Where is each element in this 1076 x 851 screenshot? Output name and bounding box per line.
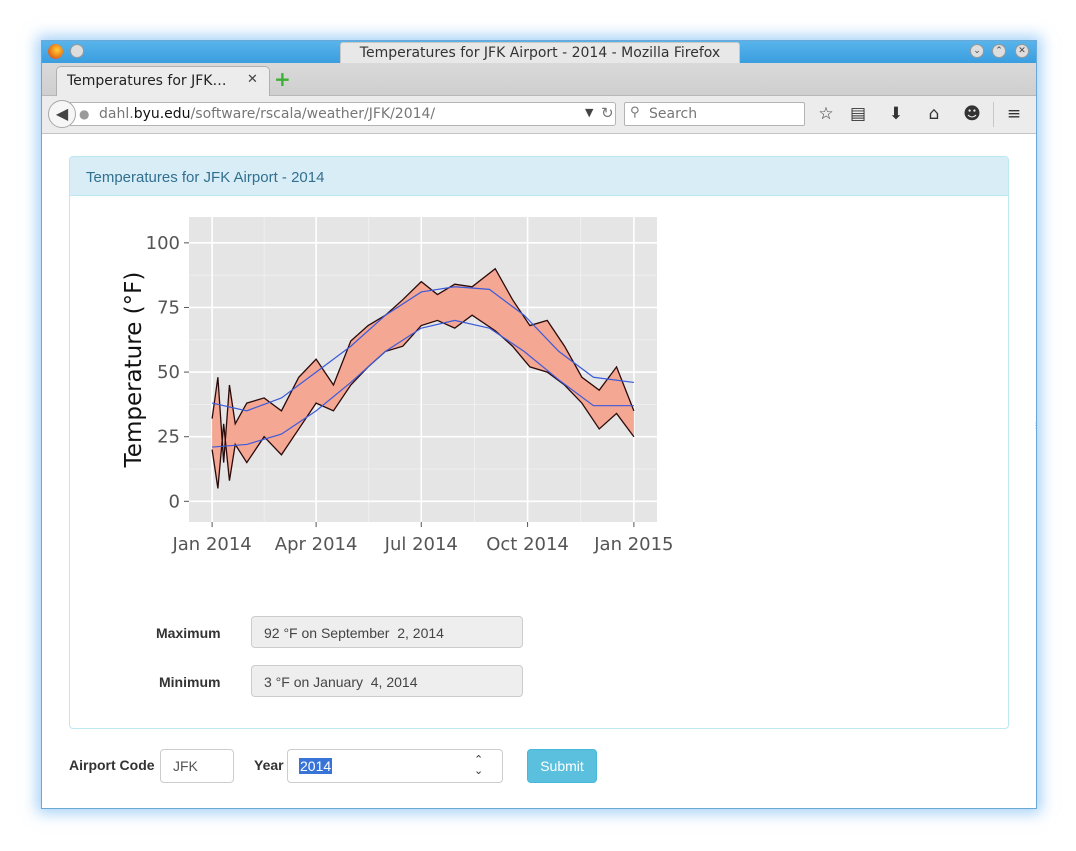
back-arrow-icon: ◀: [55, 104, 69, 123]
firefox-logo-icon: [48, 44, 63, 59]
chat-icon[interactable]: ☻: [963, 104, 981, 124]
url-host-main: byu.edu: [133, 106, 191, 122]
menu-icon[interactable]: ≡: [1006, 104, 1022, 124]
tab-label: Temperatures for JFK…: [67, 73, 227, 89]
minimum-value: 3 °F on January 4, 2014: [264, 674, 418, 690]
url-host-prefix: dahl.: [99, 106, 134, 122]
x-tick-label: Oct 2014: [486, 534, 569, 555]
y-axis-label: Temperature (°F): [121, 272, 147, 469]
x-tick-label: Jan 2015: [593, 534, 673, 555]
minimize-button[interactable]: ⌄: [970, 44, 984, 58]
url-dropdown-icon[interactable]: ▼: [585, 106, 594, 119]
page-content: Temperatures for JFK Airport - 2014 0 25 5…: [42, 134, 1036, 808]
panel-title: Temperatures for JFK Airport - 2014: [86, 169, 325, 186]
globe-icon: ●: [79, 107, 90, 121]
x-tick-label: Jul 2014: [384, 534, 458, 555]
url-text[interactable]: dahl.byu.edu/software/rscala/weather/JFK…: [99, 106, 435, 122]
smoothed-min-line: [212, 319, 634, 448]
reload-icon[interactable]: ↻: [601, 104, 614, 122]
panel-heading: Temperatures for JFK Airport - 2014: [70, 157, 1008, 196]
daily-min-line: [211, 314, 635, 489]
search-box[interactable]: ⚲ Search: [624, 102, 805, 126]
x-tick-label: Apr 2014: [275, 534, 358, 555]
search-placeholder: Search: [649, 106, 698, 122]
results-panel: Temperatures for JFK Airport - 2014 0 25 5…: [69, 156, 1009, 729]
url-path: /software/rscala/weather/JFK/2014/: [190, 106, 436, 122]
y-tick-label: 100: [146, 233, 180, 254]
daily-max-line: [211, 267, 635, 463]
maximum-label: Maximum: [156, 625, 221, 641]
maximum-field: 92 °F on September 2, 2014: [251, 616, 523, 648]
back-button[interactable]: ◀: [48, 100, 76, 128]
maximize-button[interactable]: ⌃: [992, 44, 1006, 58]
tab-temperatures[interactable]: Temperatures for JFK… ✕: [56, 66, 270, 96]
navigation-toolbar: ● dahl.byu.edu/software/rscala/weather/J…: [42, 96, 1036, 134]
year-label: Year: [254, 757, 284, 773]
smoothed-max-line: [211, 286, 634, 412]
browser-window: Temperatures for JFK Airport - 2014 - Mo…: [41, 40, 1037, 809]
toolbar-divider: [993, 102, 994, 127]
search-icon: ⚲: [630, 105, 640, 120]
minimum-label: Minimum: [159, 674, 221, 690]
tab-bar: Temperatures for JFK… ✕ +: [42, 63, 1036, 96]
reading-list-icon[interactable]: ▤: [849, 104, 867, 124]
updown-chevron-icon: ⌃ ⌄: [474, 753, 484, 777]
close-window-button[interactable]: ✕: [1015, 44, 1029, 58]
resize-handle-icon[interactable]: ⋮: [1032, 421, 1036, 430]
x-tick-label: Jan 2014: [171, 534, 251, 555]
year-select[interactable]: 2014 ⌃ ⌄: [287, 749, 503, 783]
url-bar[interactable]: ● dahl.byu.edu/software/rscala/weather/J…: [70, 102, 616, 126]
tab-close-icon[interactable]: ✕: [247, 72, 258, 87]
year-value: 2014: [299, 758, 333, 774]
airport-code-input[interactable]: JFK: [160, 749, 234, 783]
bookmark-star-icon[interactable]: ☆: [818, 104, 834, 124]
plot-panel: [189, 217, 657, 522]
new-tab-plus-icon[interactable]: +: [274, 67, 291, 91]
y-tick-label: 0: [169, 491, 180, 512]
title-bar: Temperatures for JFK Airport - 2014 - Mo…: [42, 41, 1036, 64]
y-tick-label: 50: [157, 362, 180, 383]
home-icon[interactable]: ⌂: [928, 104, 940, 124]
maximum-value: 92 °F on September 2, 2014: [264, 625, 444, 641]
minimum-field: 3 °F on January 4, 2014: [251, 665, 523, 697]
window-menu-icon[interactable]: [70, 44, 84, 58]
temperature-chart: 0 25 50 75 100 Jan 2014 Apr 2014 Jul 2014 Oct 20…: [121, 217, 674, 555]
window-title: Temperatures for JFK Airport - 2014 - Mo…: [340, 42, 740, 64]
y-tick-label: 25: [157, 427, 180, 448]
downloads-icon[interactable]: ⬇: [888, 104, 904, 124]
airport-code-label: Airport Code: [69, 757, 155, 773]
submit-button[interactable]: Submit: [527, 749, 597, 783]
y-tick-label: 75: [157, 297, 180, 318]
